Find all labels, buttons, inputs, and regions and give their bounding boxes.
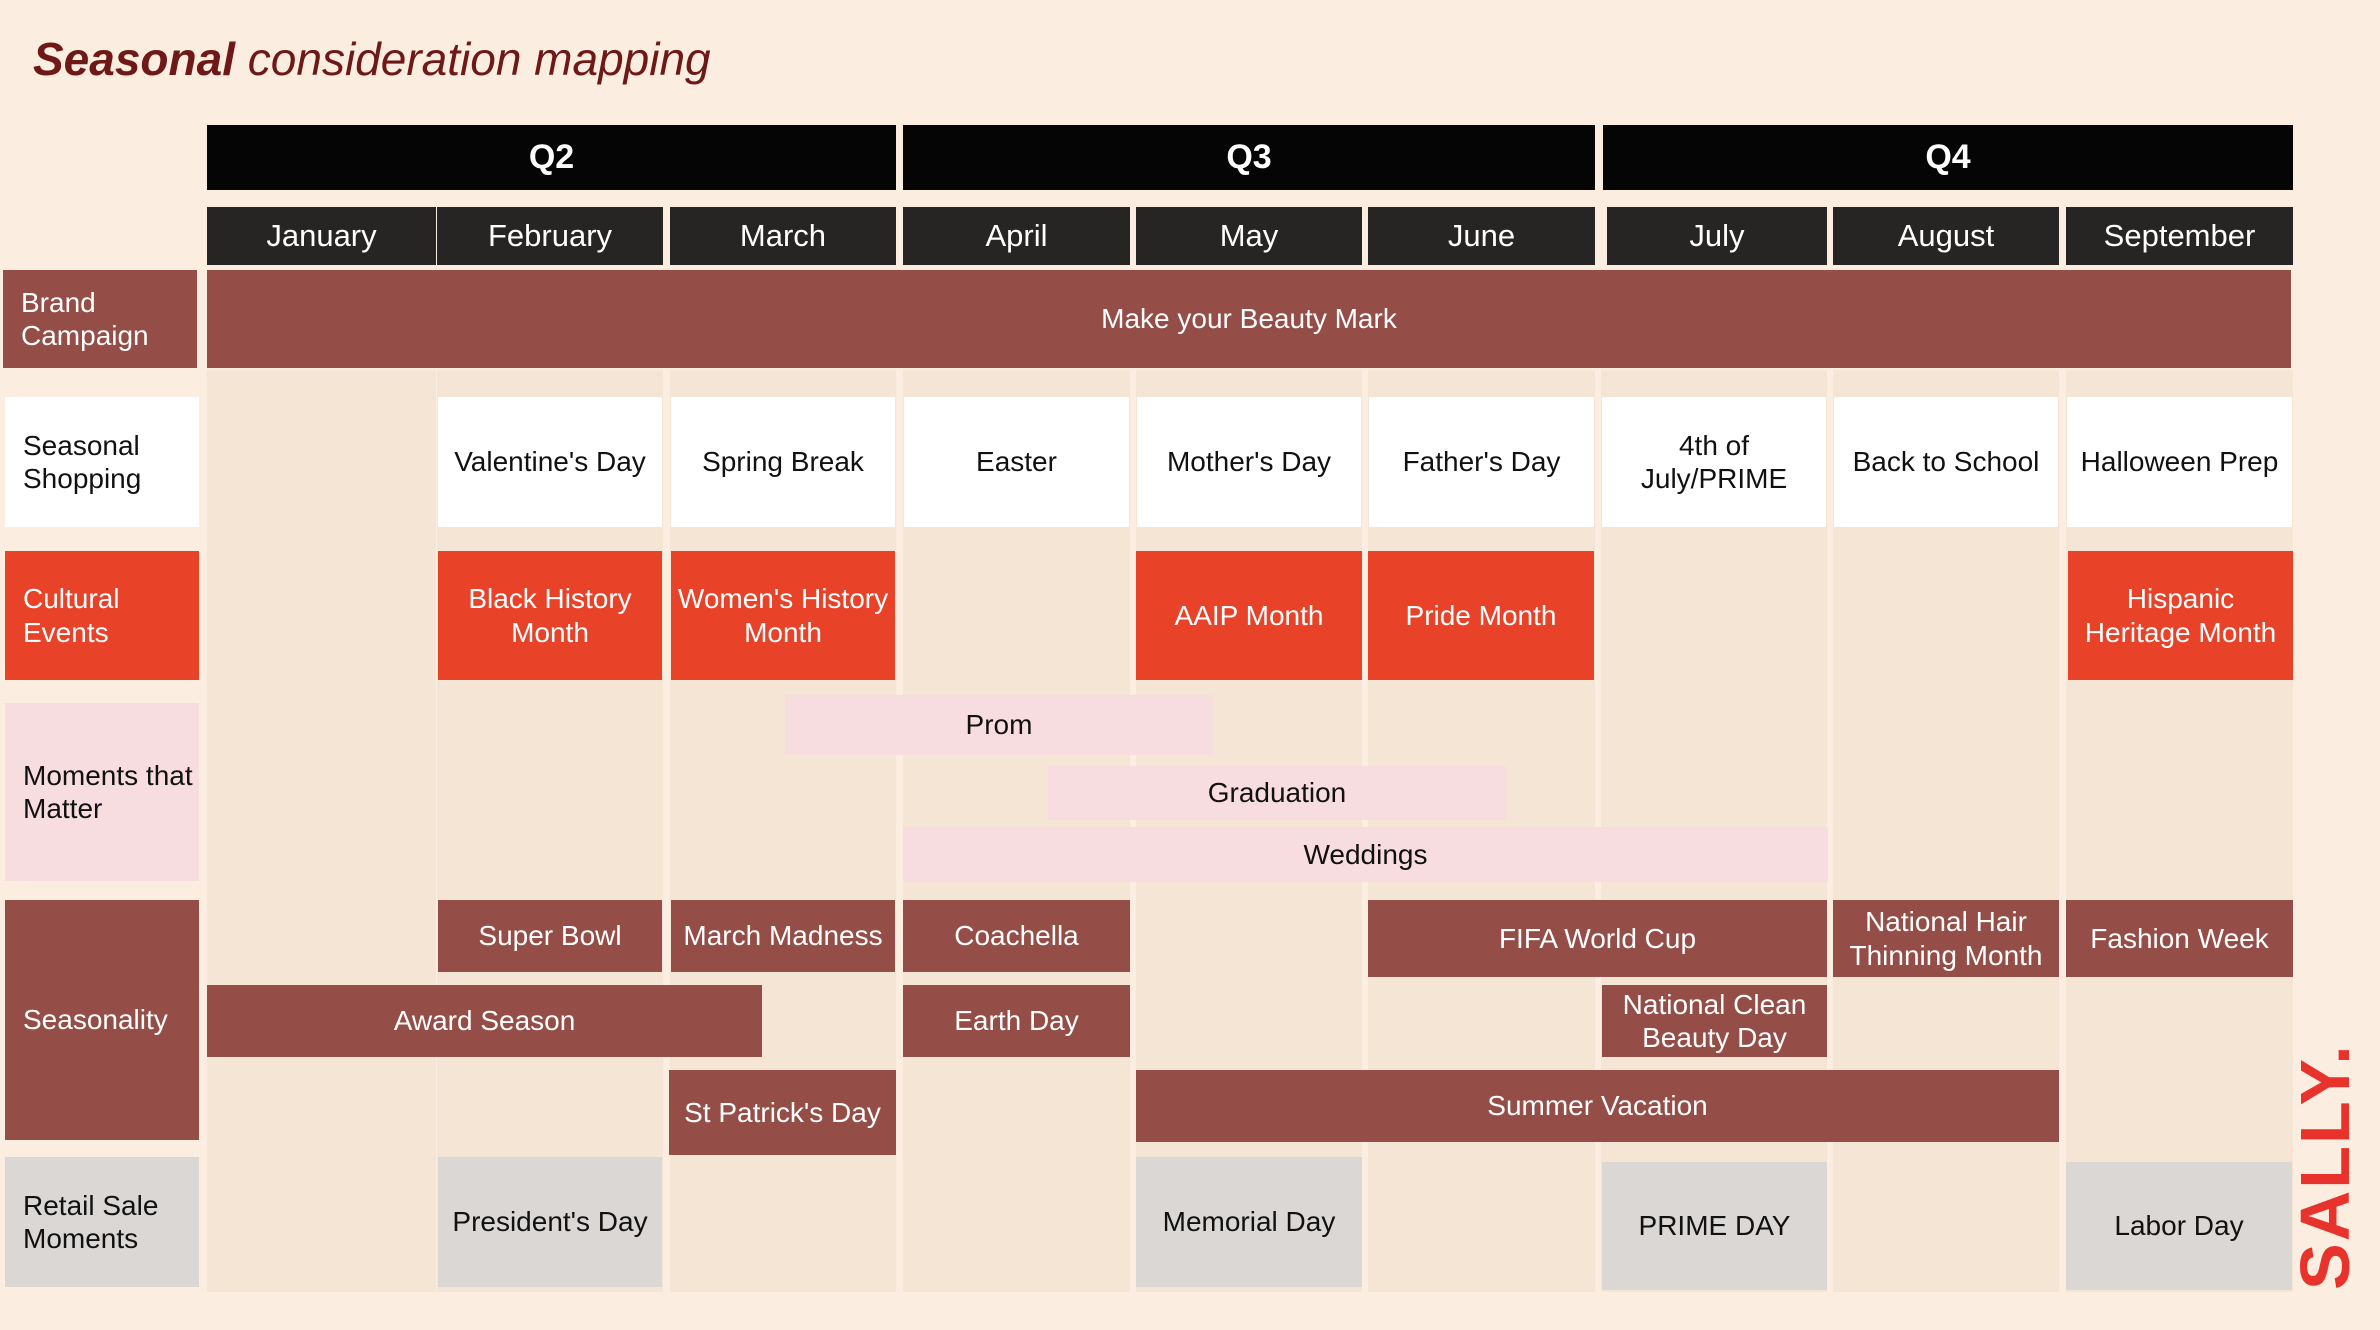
seasonal-fathers-day: Father's Day xyxy=(1369,397,1594,527)
quarter-q4: Q4 xyxy=(1603,125,2293,190)
seasonality-st-patricks-day: St Patrick's Day xyxy=(669,1070,896,1155)
month-july: July xyxy=(1607,207,1827,265)
sally-logo: SALLY. xyxy=(2286,1043,2364,1290)
row-label-seasonal-shopping: Seasonal Shopping xyxy=(5,397,199,527)
cultural-hispanic-heritage-month: Hispanic Heritage Month xyxy=(2068,551,2293,680)
row-label-retail-sale-moments: Retail Sale Moments xyxy=(5,1157,199,1287)
moment-prom: Prom xyxy=(785,695,1213,755)
moment-weddings: Weddings xyxy=(903,827,1828,882)
seasonal-valentines-day: Valentine's Day xyxy=(438,397,662,527)
month-september: September xyxy=(2066,207,2293,265)
cultural-aaip-month: AAIP Month xyxy=(1136,551,1362,680)
brand-campaign-bar: Make your Beauty Mark xyxy=(207,270,2291,368)
column-bg-january xyxy=(207,370,436,1292)
seasonality-super-bowl: Super Bowl xyxy=(438,900,662,972)
retail-memorial-day: Memorial Day xyxy=(1136,1157,1362,1287)
seasonality-award-season: Award Season xyxy=(207,985,762,1057)
cultural-black-history-month: Black History Month xyxy=(438,551,662,680)
month-august: August xyxy=(1833,207,2059,265)
cultural-womens-history-month: Women's History Month xyxy=(671,551,895,680)
quarter-q2: Q2 xyxy=(207,125,896,190)
month-june: June xyxy=(1368,207,1595,265)
month-may: May xyxy=(1136,207,1362,265)
retail-prime-day: PRIME DAY xyxy=(1602,1162,1827,1290)
seasonality-fifa-world-cup: FIFA World Cup xyxy=(1368,900,1827,977)
seasonality-summer-vacation: Summer Vacation xyxy=(1136,1070,2059,1142)
seasonality-coachella: Coachella xyxy=(903,900,1130,972)
month-january: January xyxy=(207,207,436,265)
page-title: Seasonal consideration mapping xyxy=(33,32,711,86)
seasonal-easter: Easter xyxy=(904,397,1129,527)
seasonality-national-hair-thinning-month: National Hair Thinning Month xyxy=(1833,900,2059,977)
seasonality-fashion-week: Fashion Week xyxy=(2066,900,2293,977)
row-label-brand-campaign: Brand Campaign xyxy=(3,270,197,368)
cultural-pride-month: Pride Month xyxy=(1368,551,1594,680)
seasonal-mothers-day: Mother's Day xyxy=(1137,397,1361,527)
retail-labor-day: Labor Day xyxy=(2066,1162,2292,1290)
moment-graduation: Graduation xyxy=(1048,766,1506,820)
seasonal-spring-break: Spring Break xyxy=(671,397,895,527)
retail-presidents-day: President's Day xyxy=(438,1157,662,1287)
row-label-moments-that-matter: Moments that Matter xyxy=(5,703,199,881)
row-label-seasonality: Seasonality xyxy=(5,900,199,1140)
seasonal-back-to-school: Back to School xyxy=(1834,397,2058,527)
month-april: April xyxy=(903,207,1130,265)
quarter-q3: Q3 xyxy=(903,125,1595,190)
seasonality-national-clean-beauty-day: National Clean Beauty Day xyxy=(1602,985,1827,1057)
month-march: March xyxy=(670,207,896,265)
seasonal-halloween-prep: Halloween Prep xyxy=(2067,397,2292,527)
seasonality-earth-day: Earth Day xyxy=(903,985,1130,1057)
seasonality-march-madness: March Madness xyxy=(671,900,895,972)
title-rest: consideration mapping xyxy=(235,33,711,85)
title-bold: Seasonal xyxy=(33,33,235,85)
row-label-cultural-events: Cultural Events xyxy=(5,551,199,680)
seasonal-4th-of-july: 4th of July/PRIME xyxy=(1602,397,1826,527)
month-february: February xyxy=(437,207,663,265)
